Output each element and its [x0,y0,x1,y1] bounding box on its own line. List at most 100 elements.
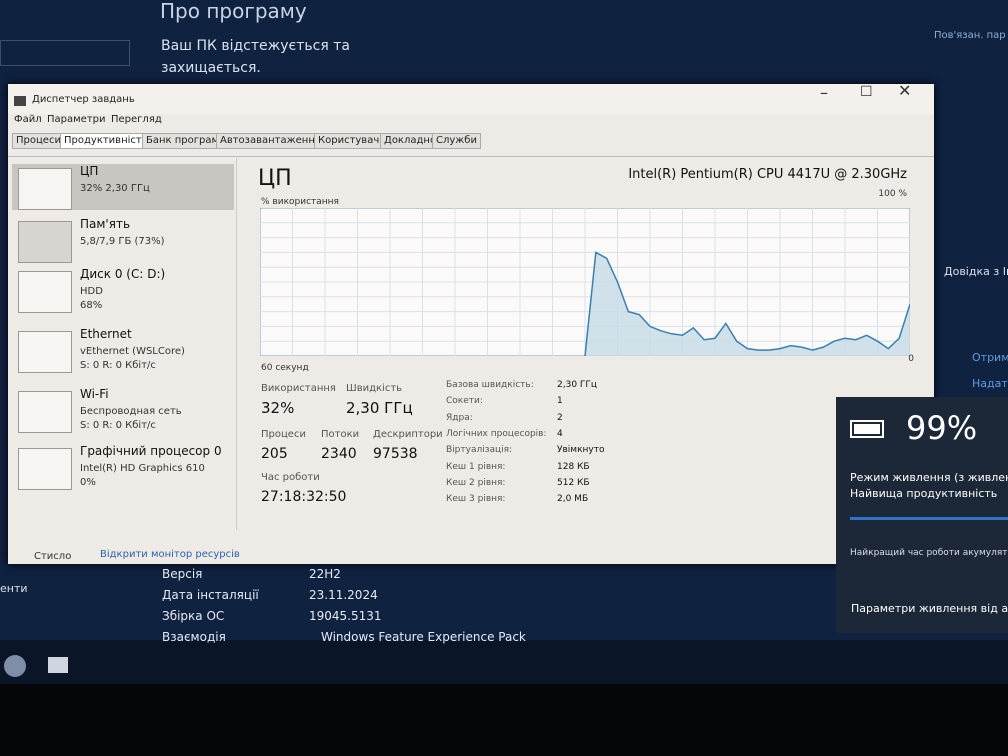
power-slider[interactable] [850,517,1008,520]
title-bar [8,84,934,114]
best-battery-label: Найкращий час роботи акумулято [850,548,1008,558]
tab[interactable]: Автозавантаження [216,133,325,149]
close-button[interactable]: ✕ [898,81,912,100]
settings-icon[interactable] [4,655,26,677]
cpu-line [584,251,910,356]
stat-label: Використання [261,383,336,394]
window-title: Диспетчер завдань [32,94,135,105]
thumbnail[interactable] [18,391,72,433]
tab[interactable]: Користувачі [314,133,387,149]
spec-value: Увімкнуто [557,445,605,456]
status-text: захищається. [161,60,261,76]
thumbnail[interactable] [18,271,72,313]
sidebar-name[interactable]: Wi-Fi [80,387,109,401]
help-link[interactable]: Отрим [972,351,1008,364]
spec-label: Кеш 1 рівня: [446,461,506,472]
spec-value: Windows Feature Experience Pack [321,630,526,644]
tab[interactable]: Процеси [12,133,65,149]
power-mode-value: Найвища продуктивність [850,487,998,500]
spec-label: Ядра: [446,412,473,423]
page-title: Про програму [160,0,307,23]
app-icon [14,96,26,106]
menu-item[interactable]: Файл [14,114,42,125]
app-icon[interactable] [48,657,68,673]
sidebar-detail: 32% 2,30 ГГц [80,183,150,194]
sidebar-detail: 68% [80,300,103,311]
cpu-graph [260,208,910,356]
thumbnail[interactable] [18,221,72,263]
spec-label: Кеш 3 рівня: [446,494,506,505]
thumbnail[interactable] [18,448,72,490]
spec-label: Віртуалізація: [446,445,513,456]
spec-label: Кеш 2 рівня: [446,477,506,488]
sidebar-detail: 5,8/7,9 ГБ (73%) [80,236,165,247]
thumbnail[interactable] [18,331,72,373]
sidebar-divider [236,158,237,530]
feedback-link[interactable]: Надат [972,377,1008,390]
taskbar [0,640,1008,684]
stat-label: Час роботи [261,472,320,483]
battery-icon [850,420,884,438]
spec-label: Збірка ОС [162,609,225,623]
spec-label: Логічних процесорів: [446,428,547,439]
tab-divider [8,156,934,157]
sidebar-name[interactable]: Ethernet [80,327,132,341]
nav-item: енти [0,582,28,595]
graph-ymax: 100 % [878,189,907,199]
collapse-button[interactable]: Стисло [34,551,72,562]
sidebar-detail: HDD [80,286,103,297]
tab[interactable]: Банк програм [142,133,224,149]
stat-value: 2340 [321,446,357,462]
resource-monitor-link[interactable]: Відкрити монітор ресурсів [100,549,240,560]
sidebar-detail: S: 0 R: 0 Кбіт/с [80,420,156,431]
spec-label: Версія [162,567,203,581]
minimize-button[interactable]: – [820,83,828,102]
spec-value: 4 [557,428,563,439]
stat-label: Процеси [261,429,306,440]
sidebar-detail: Беспроводная сеть [80,406,182,417]
graph-ylabel: % використання [261,197,339,207]
stat-label: Потоки [321,429,360,440]
spec-value: 2,30 ГГц [557,380,598,390]
tab[interactable]: Служби [432,133,481,149]
spec-label: Взаємодія [162,630,226,644]
sidebar-detail: 0% [80,477,96,488]
maximize-button[interactable]: ☐ [860,84,873,100]
power-settings-link[interactable]: Параметри живлення від аку [851,602,1008,615]
related-link: Пов'язан. пар [934,30,1006,41]
stat-label: Дескриптори [373,429,443,440]
spec-value: 2,0 МБ [557,494,589,505]
spec-value: 22H2 [309,567,341,581]
sidebar-detail: vEthernet (WSLCore) [80,346,185,357]
graph-xlabel: 60 секунд [261,363,309,373]
thumbnail[interactable] [18,168,72,210]
tab[interactable]: Продуктивність [60,133,152,149]
stat-value: 27:18:32:50 [261,489,347,505]
graph-ymin: 0 [908,354,914,364]
sidebar-detail: S: 0 R: 0 Кбіт/с [80,360,156,371]
spec-value: 128 КБ [557,461,590,472]
battery-percent: 99% [906,409,978,447]
search-box[interactable] [0,40,130,66]
sidebar-name[interactable]: ЦП [80,164,99,178]
spec-value: 19045.5131 [309,609,382,623]
spec-value: 1 [557,396,563,407]
spec-label: Дата інсталяції [162,588,259,602]
sidebar-name[interactable]: Пам'ять [80,217,131,231]
spec-label: Сокети: [446,396,483,407]
menu-item[interactable]: Перегляд [111,114,162,125]
sidebar-name[interactable]: Диск 0 (C: D:) [80,267,166,281]
status-text: Ваш ПК відстежується та [161,38,350,54]
sidebar-detail: Intel(R) HD Graphics 610 [80,463,205,474]
menu-item[interactable]: Параметри [47,114,106,125]
stat-value: 97538 [373,446,418,462]
help-link: Довідка з Ін [944,265,1008,278]
spec-value: 512 КБ [557,477,590,488]
stat-value: 2,30 ГГц [346,399,413,417]
sidebar-name[interactable]: Графічний процесор 0 [80,444,222,458]
power-mode-label: Режим живлення (з живленн [850,471,1008,484]
stat-value: 205 [261,446,288,462]
stat-label: Швидкість [346,383,403,394]
spec-label: Базова швидкість: [446,380,534,390]
